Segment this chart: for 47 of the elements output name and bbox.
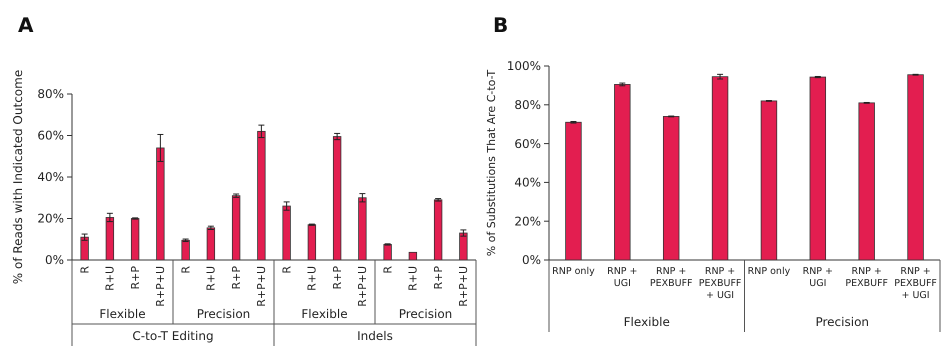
x-tick-label: R+P+U [457,266,470,307]
x-tick-label: R+U [306,266,319,291]
y-tick-label: 60% [514,136,541,151]
text: Precision [196,307,250,321]
chart-title: A [18,13,34,37]
text: Precision [398,307,452,321]
text: Flexible [301,307,348,321]
text: Flexible [99,307,146,321]
y-tick-label: 0% [522,253,541,268]
y-tick-label: 20% [37,212,64,226]
x-tick-label: R+P+U [154,266,168,307]
x-tick-label: R+U [204,266,218,291]
x-tick-label: RNP + PEXBUFF + UGI [894,266,937,301]
x-tick-label: R+P [432,266,445,290]
y-axis-title: % of Reads with Indicated Outcome [11,70,25,284]
y-tick-label: 0% [44,253,64,268]
x-tick-label: RNP + PEXBUFF [650,266,693,289]
x-tick-label: RNP only [748,266,791,277]
x-tick-label: RNP + PEXBUFF [845,266,888,289]
x-tick-label: R [78,266,92,274]
y-tick-label: 80% [514,98,541,112]
y-tick-label: 100% [506,59,541,74]
x-tick-label: R+P [230,266,243,290]
x-tick-label: RNP + PEXBUFF + UGI [698,266,742,301]
x-tick-label: R+U [406,266,420,291]
y-tick-label: 20% [514,214,541,228]
x-tick-label: R+P [330,266,344,290]
text: C-to-T Editing [132,329,214,343]
x-tick-label: R [280,266,294,274]
x-tick-label: R+P [128,266,142,290]
y-tick-label: 80% [37,87,64,102]
x-tick-label: R+U [104,266,117,291]
x-tick-label: R+P+U [255,266,268,307]
y-tick-label: 60% [37,128,64,143]
x-tick-label: RNP + UGI [607,266,638,289]
text: Precision [815,315,870,329]
y-tick-label: 40% [37,170,64,184]
chart-title: B [493,13,508,37]
x-tick-label: RNP + UGI [802,266,834,289]
x-tick-label: R [179,266,192,274]
x-tick-label: R [381,266,394,274]
text: Flexible [624,315,670,329]
y-tick-label: 40% [514,176,541,190]
text: Indels [357,329,393,343]
x-tick-label: RNP only [552,266,596,277]
y-axis-title: % of Substitutions That Are C-to-T [485,69,498,256]
x-tick-label: R+P+U [356,266,370,307]
